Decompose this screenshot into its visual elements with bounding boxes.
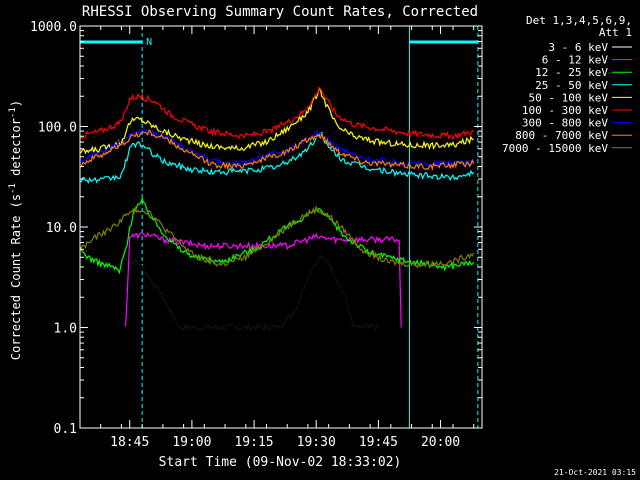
x-tick-label: 20:00 <box>421 435 460 450</box>
y-tick-label: 1.0 <box>54 322 77 337</box>
x-tick-label: 19:45 <box>359 435 398 450</box>
y-tick-label: 10.0 <box>46 221 77 236</box>
chart-title: RHESSI Observing Summary Count Rates, Co… <box>82 4 478 20</box>
x-tick-label: 19:30 <box>297 435 336 450</box>
y-tick-label: 100.0 <box>38 121 77 136</box>
y-axis-label: Corrected Count Rate (s-1 detector-1) <box>8 100 23 360</box>
series-line-7 <box>79 128 475 171</box>
y-tick-label: 1000.0 <box>30 20 77 35</box>
axes: 1000.0 100.0 10.0 1.0 0.1 18:45 19:00 19:15 19:3… <box>30 20 483 450</box>
legend-header: Att 1 <box>599 26 632 39</box>
y-axis-label-sup1: -1 <box>8 183 18 194</box>
markers: N <box>79 26 479 428</box>
series-line-8 <box>79 205 475 269</box>
plot-frame <box>79 25 483 429</box>
series-line-5 <box>79 86 474 141</box>
y-axis-label-end: ) <box>9 100 23 107</box>
legend-entry-label: 300 - 800 keV <box>522 117 608 130</box>
series-line-2 <box>79 196 475 275</box>
legend-header: Det 1,3,4,5,6,9, <box>526 14 632 27</box>
series-line-0 <box>125 254 379 333</box>
footer-timestamp: 21-Oct-2021 03:15 <box>554 468 636 477</box>
legend-entry-label: 50 - 100 keV <box>529 91 609 104</box>
y-tick-label: 0.1 <box>54 422 77 437</box>
legend-entry-label: 6 - 12 keV <box>542 54 609 67</box>
legend-entry-label: 7000 - 15000 keV <box>502 142 608 155</box>
y-axis-label-main: Corrected Count Rate (s <box>9 194 23 360</box>
y-axis-label-sup2: -1 <box>8 107 18 118</box>
series-line-1 <box>125 231 402 328</box>
series-lines <box>79 86 475 333</box>
x-axis-label: Start Time (09-Nov-02 18:33:02) <box>159 455 402 470</box>
legend-entry-label: 100 - 300 keV <box>522 104 608 117</box>
x-tick-label: 19:00 <box>172 435 211 450</box>
series-line-4 <box>79 88 474 155</box>
legend-entry-label: 800 - 7000 keV <box>515 129 608 142</box>
x-tick-label: 19:15 <box>234 435 273 450</box>
series-line-3 <box>79 131 475 185</box>
legend-entry-label: 3 - 6 keV <box>548 41 608 54</box>
top-bar-label: N <box>146 37 152 48</box>
legend-entry-label: 12 - 25 keV <box>535 66 608 79</box>
legend-entry-label: 25 - 50 keV <box>535 79 608 92</box>
x-tick-label: 18:45 <box>110 435 149 450</box>
y-axis-label-mid: detector <box>9 118 23 183</box>
